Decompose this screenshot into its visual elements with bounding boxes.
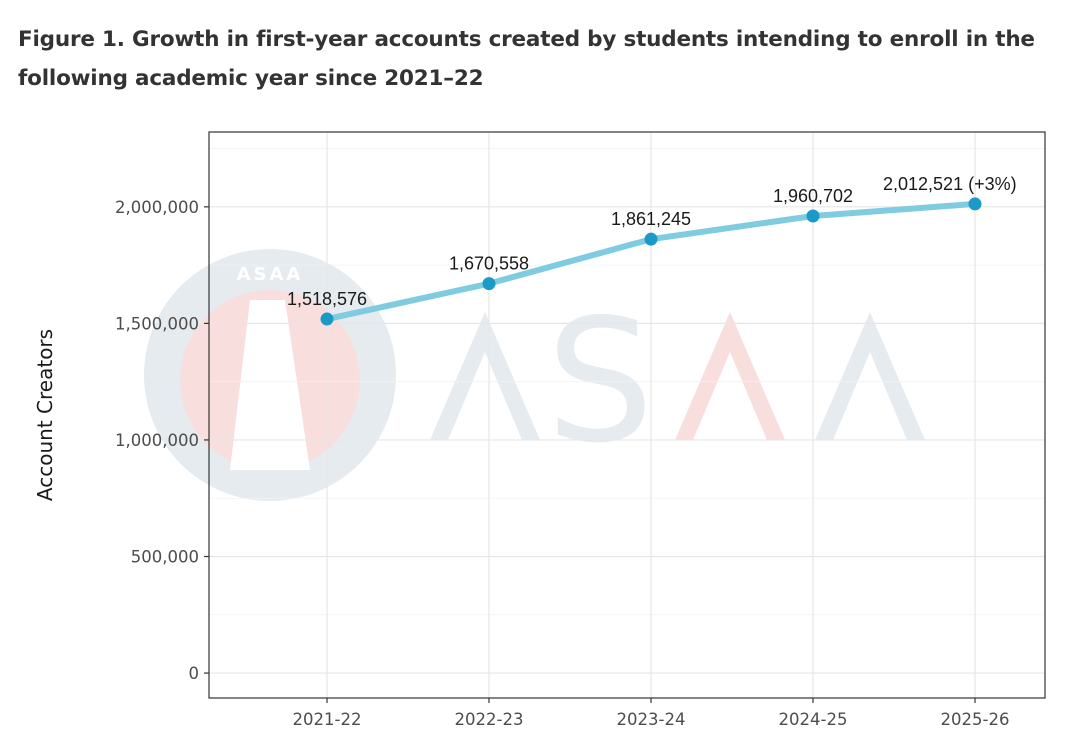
data-point <box>644 232 658 246</box>
y-tick-label: 2,000,000 <box>115 198 199 217</box>
x-tick-label: 2023-24 <box>617 710 686 729</box>
chart-title: Figure 1. Growth in first-year accounts … <box>18 27 1035 91</box>
x-tick-label: 2025-26 <box>941 710 1010 729</box>
watermark-letter <box>815 312 925 440</box>
plot-panel-border <box>208 131 1046 699</box>
data-label: 2,012,521 (+3%) <box>883 174 1017 194</box>
watermark-letter <box>430 312 540 440</box>
data-point <box>320 312 334 326</box>
axes: 0 500,000 1,000,000 1,500,000 2,000,000 2021-… <box>115 131 1046 729</box>
x-tick-label: 2022-23 <box>455 710 524 729</box>
y-tick-label: 500,000 <box>131 548 199 567</box>
data-label: 1,518,576 <box>287 289 367 309</box>
y-axis-label: Account Creators <box>33 329 57 501</box>
x-tick-label: 2021-22 <box>293 710 362 729</box>
watermark-column <box>230 300 310 470</box>
data-point <box>482 277 496 291</box>
data-point <box>968 197 982 211</box>
y-tick-label: 1,000,000 <box>115 431 199 450</box>
y-tick-label: 0 <box>189 664 200 683</box>
series: 1,518,576 1,670,558 1,861,245 1,960,702 2,01… <box>287 174 1017 326</box>
data-label: 1,670,558 <box>449 254 529 274</box>
watermark-seal-text: ASAA <box>237 264 304 285</box>
y-tick-label: 1,500,000 <box>115 314 199 333</box>
data-point <box>806 209 820 223</box>
data-label: 1,861,245 <box>611 209 691 229</box>
watermark-letter <box>675 312 785 440</box>
x-tick-label: 2024-25 <box>779 710 848 729</box>
data-label: 1,960,702 <box>773 186 853 206</box>
